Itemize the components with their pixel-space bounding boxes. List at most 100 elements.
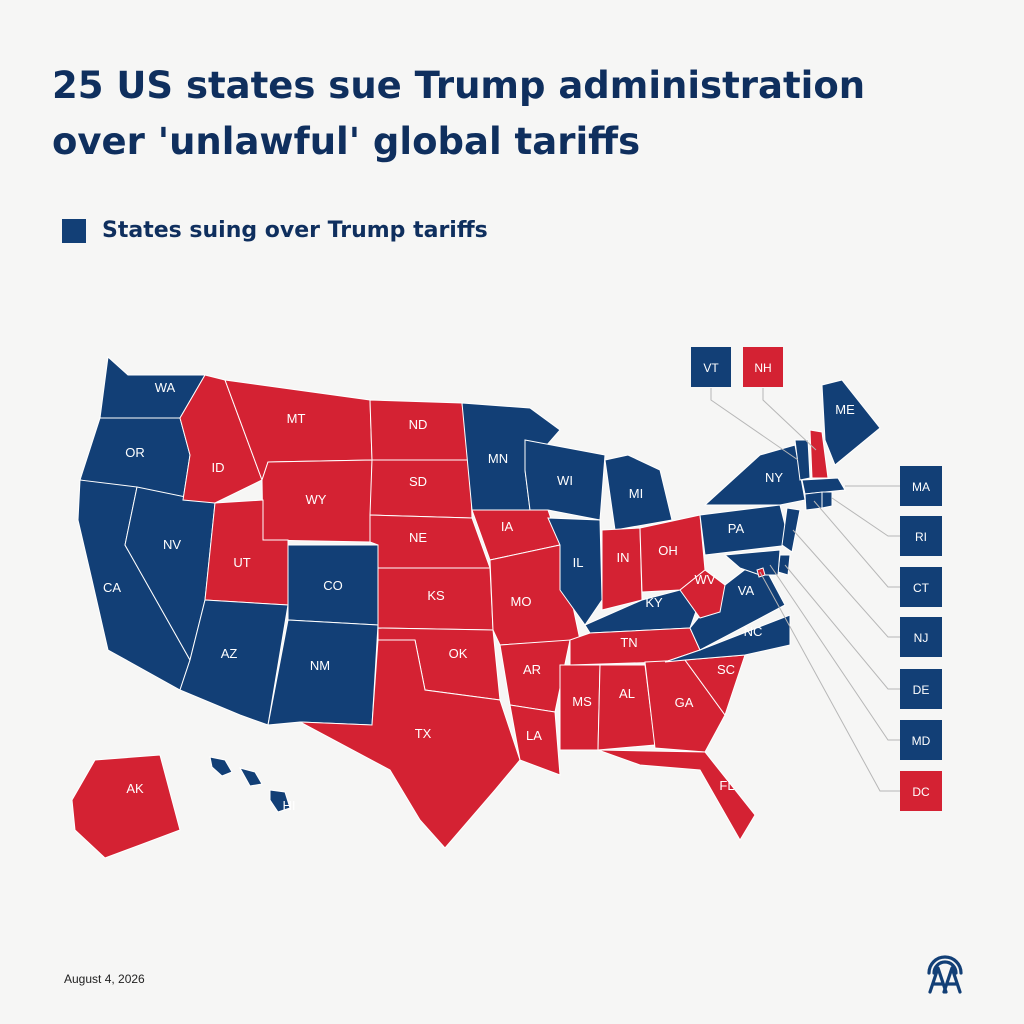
state-label-mi: MI	[629, 486, 643, 501]
state-label-va: VA	[738, 583, 755, 598]
state-ak	[71, 754, 181, 859]
callout-box-nh: NH	[743, 347, 783, 387]
state-label-sd: SD	[409, 474, 427, 489]
callout-boxes-layer: VT NH MA RI CT NJ DE MD	[691, 347, 942, 811]
state-label-nv: NV	[163, 537, 181, 552]
state-ne	[369, 514, 491, 569]
state-label-sc: SC	[717, 662, 735, 677]
legend-swatch	[62, 218, 86, 243]
callout-label-nj: NJ	[914, 631, 929, 645]
state-label-tx: TX	[415, 726, 432, 741]
state-az	[179, 599, 289, 726]
state-label-nc: NC	[744, 624, 763, 639]
state-tx	[299, 639, 521, 849]
state-ri	[821, 491, 833, 509]
state-label-pa: PA	[728, 521, 745, 536]
state-labels-layer: WA OR CA NV ID MT WY UT CO AZ NM ND SD NE KS OK TX MN IA MO…	[103, 380, 855, 813]
state-label-fl: FL	[719, 778, 734, 793]
state-label-nd: ND	[409, 417, 428, 432]
leader-line-nh	[762, 388, 817, 451]
leader-line-ri	[831, 497, 900, 537]
state-fl	[597, 749, 756, 841]
state-label-ut: UT	[233, 555, 250, 570]
state-label-wy: WY	[306, 492, 327, 507]
callout-label-ri: RI	[915, 530, 927, 544]
state-label-mn: MN	[488, 451, 508, 466]
callout-box-ri: RI	[900, 516, 942, 556]
callout-label-ma: MA	[912, 480, 930, 494]
callout-label-vt: VT	[703, 361, 719, 375]
state-mi	[604, 454, 673, 531]
callout-label-de: DE	[913, 683, 930, 697]
aa-agency-logo-icon	[927, 955, 963, 994]
state-md	[723, 549, 781, 576]
state-label-la: LA	[526, 728, 542, 743]
state-label-ak: AK	[126, 781, 144, 796]
callout-box-de: DE	[900, 669, 942, 709]
callout-leader-lines	[710, 388, 900, 792]
state-nh	[809, 429, 829, 479]
state-label-mo: MO	[511, 594, 532, 609]
leader-line-nj	[792, 529, 900, 638]
map-title: 25 US states sue Trump administration ov…	[52, 64, 866, 163]
legend-label: States suing over Trump tariffs	[102, 218, 488, 243]
state-label-tn: TN	[620, 635, 637, 650]
state-label-ks: KS	[427, 588, 445, 603]
state-wi	[524, 439, 606, 521]
state-wv	[679, 569, 726, 619]
state-label-al: AL	[619, 686, 635, 701]
state-in	[601, 527, 643, 611]
state-label-wv: WV	[695, 572, 716, 587]
state-label-ca: CA	[103, 580, 121, 595]
state-label-id: ID	[212, 460, 225, 475]
state-me	[821, 379, 881, 466]
state-label-ok: OK	[449, 646, 468, 661]
state-nj	[781, 507, 801, 553]
state-label-me: ME	[835, 402, 855, 417]
state-label-nm: NM	[310, 658, 330, 673]
publication-date: August 4, 2026	[64, 972, 145, 986]
state-dc	[756, 567, 766, 578]
state-label-wi: WI	[557, 473, 573, 488]
state-vt	[794, 439, 811, 481]
state-label-wa: WA	[155, 380, 176, 395]
legend: States suing over Trump tariffs	[62, 218, 488, 243]
callout-box-ct: CT	[900, 567, 942, 607]
state-la	[509, 704, 561, 776]
state-pa	[699, 504, 791, 556]
state-label-co: CO	[323, 578, 343, 593]
states-layer	[71, 355, 881, 859]
state-label-ny: NY	[765, 470, 783, 485]
leader-line-vt	[710, 388, 799, 461]
state-label-in: IN	[617, 550, 630, 565]
callout-box-md: MD	[900, 720, 942, 760]
state-label-az: AZ	[221, 646, 238, 661]
state-ma	[801, 477, 846, 495]
state-label-ga: GA	[675, 695, 694, 710]
state-label-or: OR	[125, 445, 145, 460]
leader-line-ct	[813, 500, 900, 588]
callout-box-ma: MA	[900, 466, 942, 506]
leader-line-dc	[759, 571, 900, 792]
leader-line-de	[784, 564, 900, 690]
state-sd	[369, 459, 473, 519]
callout-box-vt: VT	[691, 347, 731, 387]
leader-line-md	[769, 564, 900, 741]
callout-box-nj: NJ	[900, 617, 942, 657]
state-label-ar: AR	[523, 662, 541, 677]
callout-box-dc: DC	[900, 771, 942, 811]
state-label-ms: MS	[572, 694, 592, 709]
state-label-ky: KY	[645, 595, 663, 610]
state-label-il: IL	[573, 555, 584, 570]
state-label-oh: OH	[658, 543, 678, 558]
state-label-mt: MT	[287, 411, 306, 426]
callout-label-ct: CT	[913, 581, 930, 595]
callout-label-dc: DC	[912, 785, 930, 799]
callout-label-md: MD	[912, 734, 931, 748]
state-hi	[209, 756, 291, 813]
state-label-hi: HI	[283, 798, 296, 813]
state-label-ia: IA	[501, 519, 514, 534]
callout-label-nh: NH	[754, 361, 771, 375]
state-label-ne: NE	[409, 530, 427, 545]
